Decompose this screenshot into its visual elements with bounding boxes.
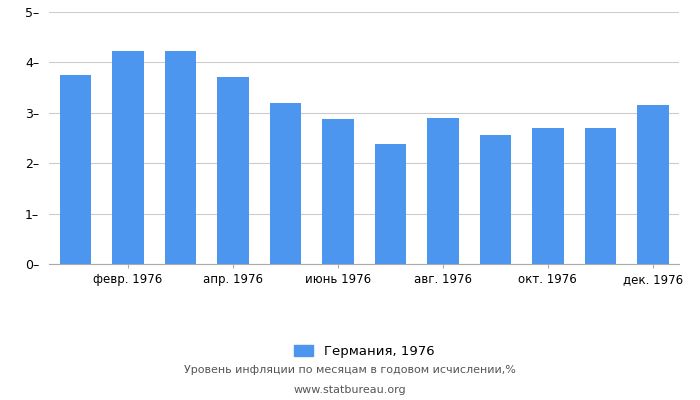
Bar — [217, 77, 248, 264]
Bar — [60, 75, 91, 264]
Bar — [112, 51, 144, 264]
Text: www.statbureau.org: www.statbureau.org — [294, 385, 406, 395]
Text: Уровень инфляции по месяцам в годовом исчислении,%: Уровень инфляции по месяцам в годовом ис… — [184, 365, 516, 375]
Bar — [480, 135, 511, 264]
Bar — [427, 118, 458, 264]
Bar — [164, 51, 196, 264]
Bar — [532, 128, 564, 264]
Bar — [584, 128, 616, 264]
Legend: Германия, 1976: Германия, 1976 — [288, 339, 440, 363]
Bar — [322, 119, 354, 264]
Bar — [270, 103, 301, 264]
Bar — [374, 144, 406, 264]
Bar — [637, 105, 668, 264]
